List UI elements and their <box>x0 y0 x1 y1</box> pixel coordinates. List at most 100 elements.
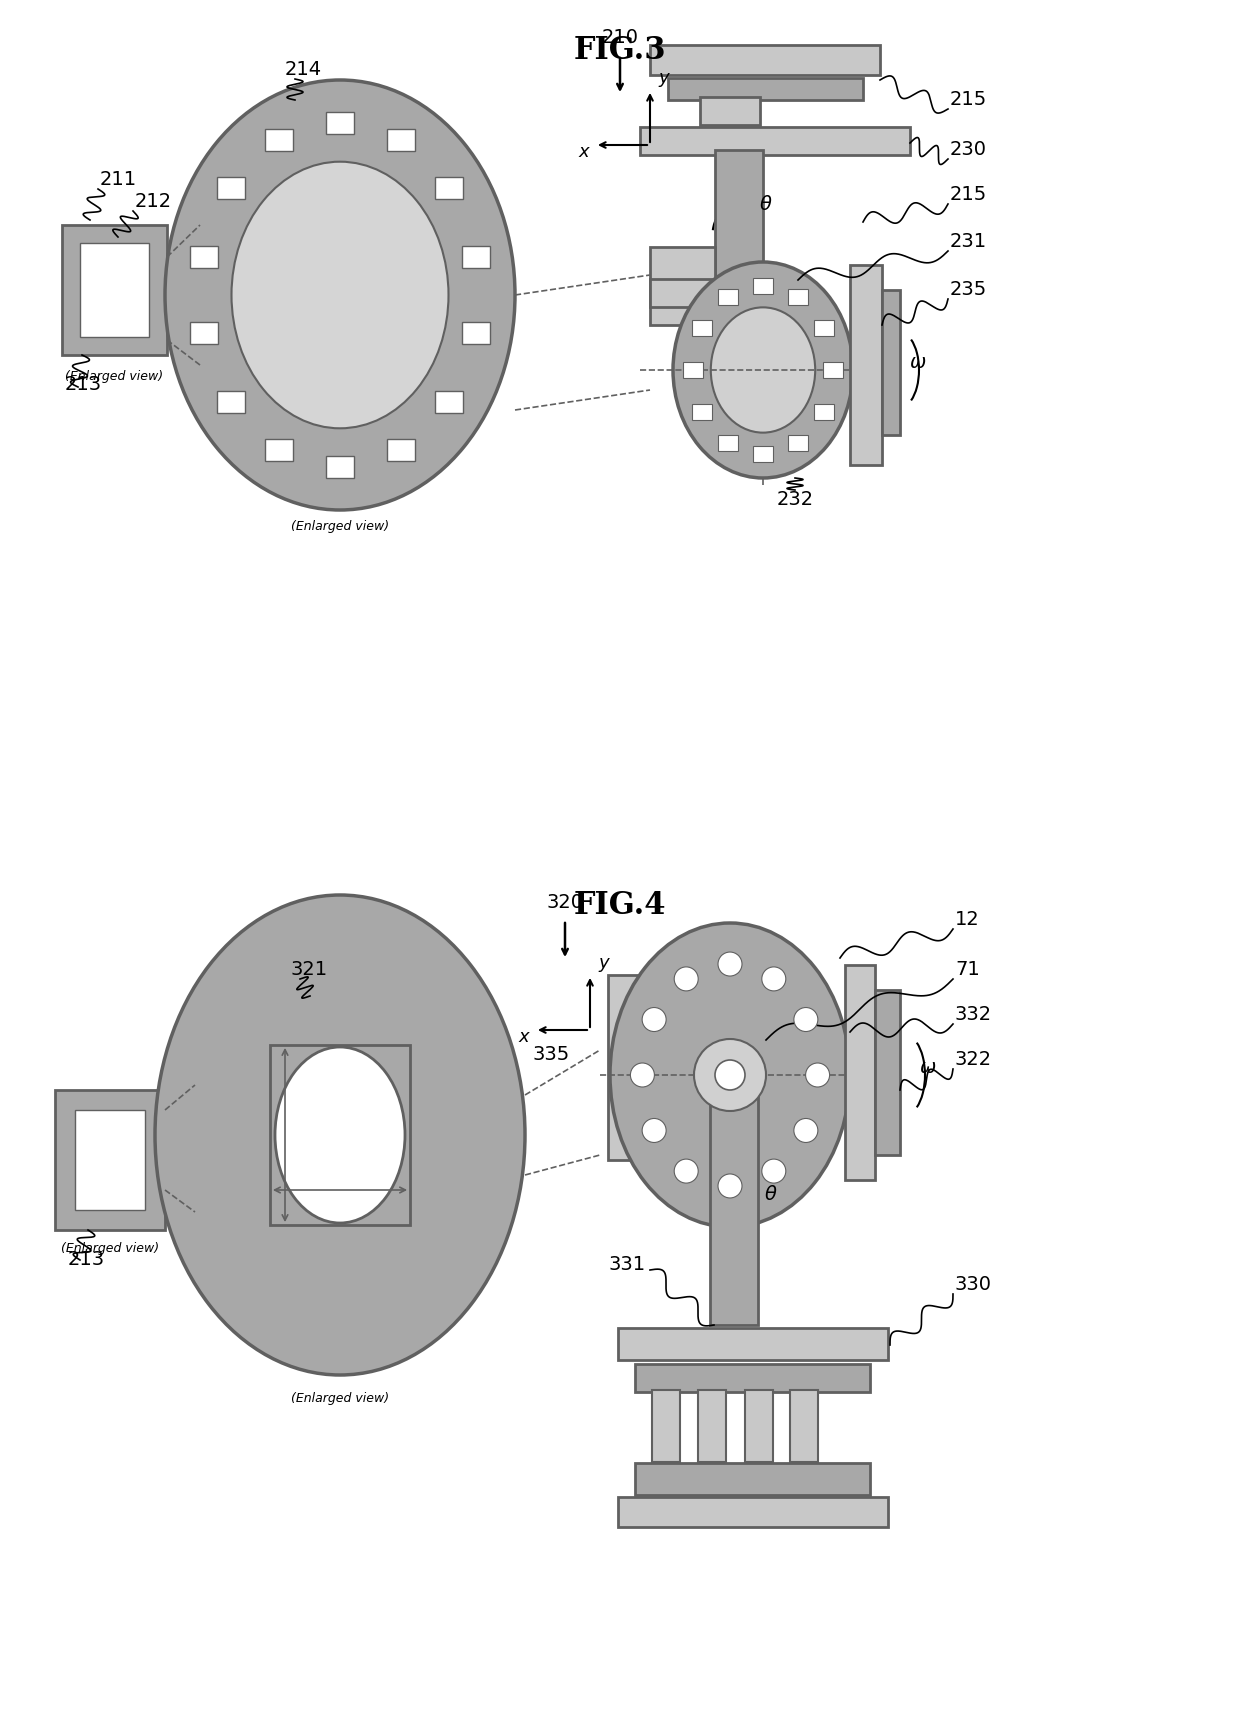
Text: 320: 320 <box>547 893 584 911</box>
Bar <box>652 1390 680 1462</box>
Text: 235: 235 <box>950 280 987 299</box>
Text: 215: 215 <box>950 185 987 203</box>
Bar <box>326 111 353 133</box>
Text: 12: 12 <box>955 910 980 929</box>
Text: θ: θ <box>760 195 771 214</box>
Text: 322: 322 <box>955 1050 992 1069</box>
Circle shape <box>715 1060 745 1089</box>
Ellipse shape <box>610 923 849 1228</box>
Bar <box>265 128 293 150</box>
Circle shape <box>675 966 698 990</box>
Circle shape <box>642 1007 666 1031</box>
Circle shape <box>642 1118 666 1142</box>
Ellipse shape <box>232 162 449 428</box>
Bar <box>640 127 910 156</box>
Bar <box>190 321 217 344</box>
Text: 330: 330 <box>955 1276 992 1294</box>
Ellipse shape <box>711 308 815 433</box>
Text: 211: 211 <box>100 169 138 190</box>
Bar <box>618 1496 888 1527</box>
Bar <box>217 176 244 198</box>
Circle shape <box>630 1064 655 1088</box>
Circle shape <box>675 1159 698 1183</box>
Circle shape <box>806 1064 830 1088</box>
Text: 231: 231 <box>950 233 987 251</box>
Bar <box>387 439 414 462</box>
Text: 232: 232 <box>776 491 813 510</box>
Bar <box>463 321 491 344</box>
Bar <box>635 1365 870 1392</box>
Text: θ: θ <box>765 1185 777 1204</box>
Text: 332: 332 <box>955 1005 992 1024</box>
Ellipse shape <box>275 1047 405 1223</box>
Bar <box>668 79 863 99</box>
Ellipse shape <box>165 80 515 510</box>
Text: 335: 335 <box>533 1045 570 1064</box>
Bar <box>270 1045 410 1224</box>
Text: (Enlarged view): (Enlarged view) <box>291 520 389 534</box>
Bar <box>849 265 882 465</box>
Bar <box>745 1390 773 1462</box>
Bar <box>463 246 491 268</box>
Bar <box>701 97 760 125</box>
Circle shape <box>718 1175 742 1199</box>
Bar <box>435 392 464 414</box>
Bar <box>265 439 293 462</box>
Bar <box>55 1089 165 1229</box>
Bar <box>718 434 738 451</box>
Bar <box>882 291 900 434</box>
Bar <box>81 243 149 337</box>
Bar <box>790 1390 818 1462</box>
Text: 213: 213 <box>68 1250 105 1269</box>
Bar <box>62 226 167 356</box>
Bar <box>435 176 464 198</box>
Circle shape <box>718 952 742 976</box>
Bar <box>217 392 244 414</box>
Text: ω: ω <box>920 1058 936 1077</box>
Text: (Enlarged view): (Enlarged view) <box>61 1241 159 1255</box>
Bar <box>789 434 808 451</box>
Text: y: y <box>598 954 609 971</box>
Text: 230: 230 <box>950 140 987 159</box>
Text: FIG.4: FIG.4 <box>574 889 666 922</box>
Ellipse shape <box>673 262 853 479</box>
Text: 210: 210 <box>601 27 639 46</box>
Text: 213: 213 <box>64 374 102 393</box>
Bar <box>813 404 833 421</box>
Bar <box>789 289 808 304</box>
Bar <box>618 1329 888 1359</box>
Ellipse shape <box>155 894 525 1375</box>
Bar <box>326 457 353 479</box>
Circle shape <box>761 1159 786 1183</box>
Bar <box>635 1464 870 1495</box>
Bar <box>753 277 773 294</box>
Bar <box>387 128 414 150</box>
Text: 212: 212 <box>135 192 172 210</box>
Bar <box>711 1070 758 1325</box>
Circle shape <box>794 1118 818 1142</box>
Bar <box>683 363 703 378</box>
Bar <box>823 363 843 378</box>
Text: (Enlarged view): (Enlarged view) <box>291 1392 389 1406</box>
Text: 331: 331 <box>608 1255 645 1274</box>
Bar <box>875 990 900 1154</box>
Bar <box>718 289 738 304</box>
Bar <box>190 246 217 268</box>
Text: y: y <box>658 68 668 87</box>
Bar <box>650 246 715 325</box>
Text: x: x <box>578 144 589 161</box>
Bar <box>753 446 773 462</box>
Bar <box>74 1110 145 1211</box>
Bar <box>692 404 712 421</box>
Text: FIG.3: FIG.3 <box>574 34 666 67</box>
Text: 321: 321 <box>290 959 327 980</box>
Bar <box>650 44 880 75</box>
Bar <box>844 964 875 1180</box>
Text: 71: 71 <box>955 959 980 980</box>
Circle shape <box>694 1040 766 1112</box>
Text: x: x <box>518 1028 528 1047</box>
Bar <box>813 320 833 335</box>
Bar <box>698 1390 725 1462</box>
Circle shape <box>794 1007 818 1031</box>
Text: ω: ω <box>910 352 926 373</box>
